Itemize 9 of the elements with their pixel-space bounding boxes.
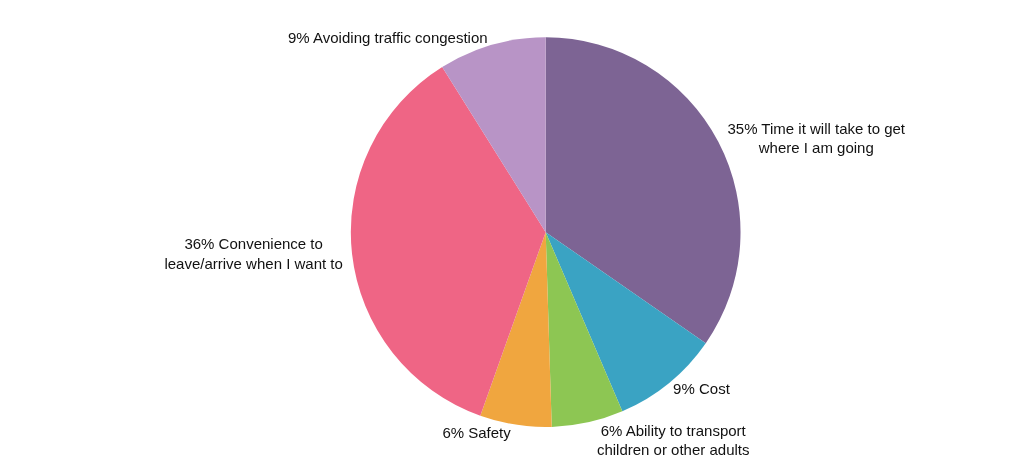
pie-slice	[350, 67, 546, 416]
pie-slice	[480, 232, 552, 427]
slice-label: 36% Convenience to leave/arrive when I want to	[164, 235, 343, 272]
slice-label: 9% Cost	[673, 379, 731, 397]
slice-label: 6% Safety	[442, 424, 512, 442]
slice-label: 9% Avoiding traffic congestion	[288, 28, 488, 46]
pie-slice	[545, 232, 623, 427]
slice-label: 35% Time it will take to get where I am going	[727, 119, 906, 157]
slice-label: 6% Ability to transport children or other adults	[596, 421, 750, 459]
